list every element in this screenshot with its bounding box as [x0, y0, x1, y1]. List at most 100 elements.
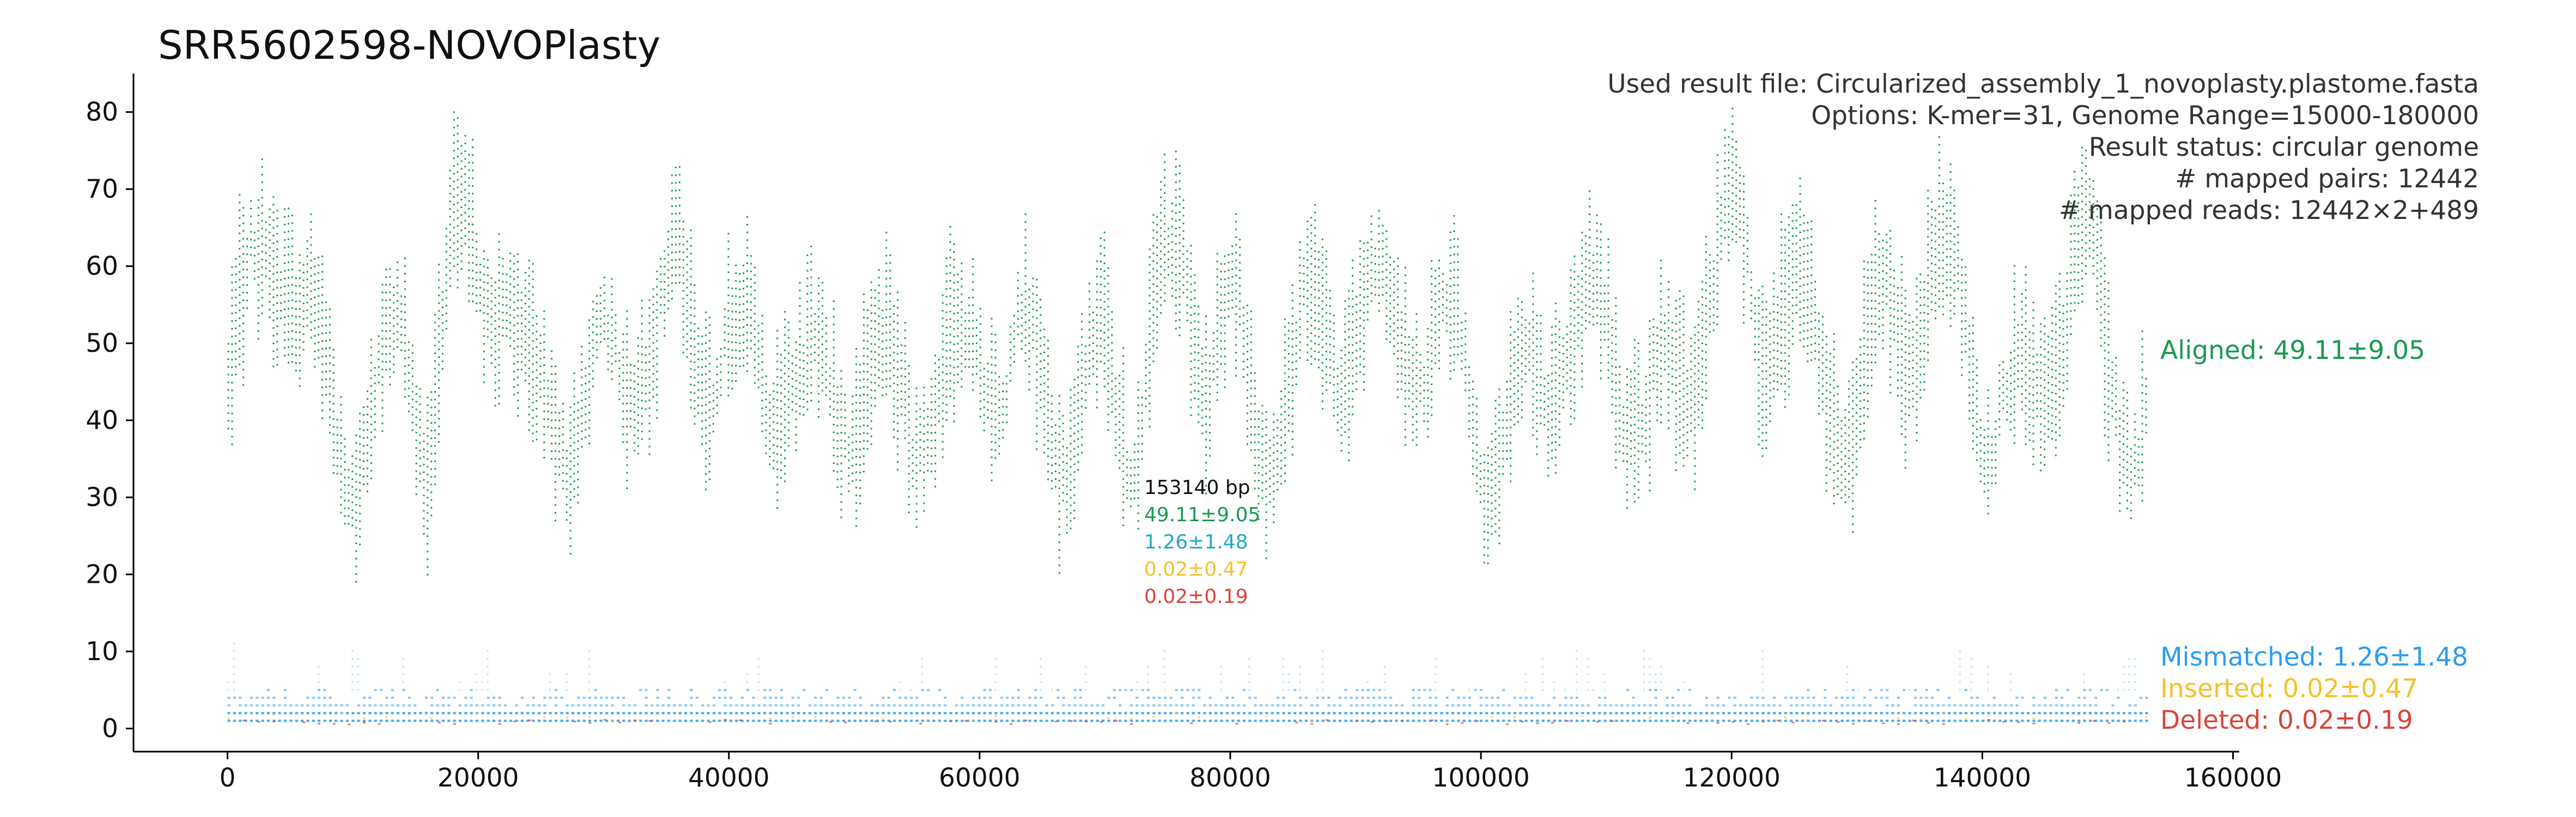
aligned-point: [1356, 303, 1358, 306]
aligned-point: [934, 485, 937, 487]
aligned-point: [1194, 289, 1196, 291]
aligned-point: [569, 507, 572, 509]
aligned-point: [1216, 307, 1218, 309]
aligned-point: [1010, 357, 1012, 359]
aligned-point: [483, 381, 485, 383]
aligned-point: [979, 323, 981, 325]
aligned-point: [1073, 471, 1076, 473]
aligned-point: [810, 330, 812, 332]
aligned-point: [1047, 394, 1049, 396]
aligned-point: [626, 364, 628, 366]
aligned-point: [622, 418, 624, 420]
aligned-point: [976, 334, 977, 337]
aligned-point: [1017, 333, 1019, 336]
aligned-point: [870, 443, 872, 445]
aligned-point: [498, 333, 500, 336]
aligned-point: [1363, 365, 1365, 368]
aligned-point: [1370, 292, 1372, 295]
aligned-point: [359, 505, 361, 507]
aligned-point: [351, 455, 354, 457]
aligned-point: [1438, 337, 1440, 339]
aligned-point: [555, 396, 556, 398]
aligned-point: [645, 346, 647, 349]
aligned-point: [483, 250, 485, 252]
aligned-point: [1348, 398, 1350, 400]
aligned-point: [1073, 455, 1076, 458]
aligned-point: [577, 417, 579, 419]
aligned-point: [855, 471, 858, 473]
aligned-point: [1363, 304, 1365, 306]
aligned-point: [678, 204, 681, 206]
aligned-point: [400, 295, 403, 297]
aligned-point: [269, 239, 271, 241]
aligned-point: [885, 347, 888, 349]
aligned-point: [1340, 373, 1342, 375]
aligned-point: [415, 485, 417, 487]
aligned-point: [1103, 231, 1105, 234]
aligned-point: [1085, 368, 1087, 370]
aligned-point: [430, 460, 433, 462]
aligned-point: [581, 384, 583, 386]
aligned-point: [1382, 248, 1384, 250]
aligned-point: [1277, 450, 1279, 452]
aligned-point: [585, 390, 587, 392]
aligned-point: [1028, 381, 1030, 383]
aligned-point: [543, 372, 545, 374]
aligned-point: [329, 393, 331, 395]
aligned-point: [1366, 280, 1369, 282]
aligned-point: [445, 320, 447, 322]
aligned-point: [1010, 341, 1012, 343]
aligned-point: [678, 228, 681, 230]
aligned-point: [569, 445, 572, 447]
aligned-point: [1216, 368, 1218, 370]
aligned-point: [652, 350, 654, 352]
aligned-point: [941, 340, 944, 343]
aligned-point: [814, 336, 816, 338]
aligned-point: [1077, 345, 1079, 347]
aligned-point: [1070, 435, 1072, 437]
aligned-point: [648, 392, 651, 394]
aligned-point: [1453, 361, 1455, 363]
aligned-point: [1363, 312, 1365, 314]
aligned-point: [1160, 220, 1162, 222]
aligned-point: [708, 424, 710, 426]
aligned-point: [498, 387, 500, 389]
aligned-point: [769, 463, 771, 465]
aligned-point: [581, 399, 583, 401]
aligned-point: [855, 425, 858, 427]
aligned-point: [483, 358, 485, 360]
aligned-point: [355, 465, 357, 467]
aligned-point: [941, 333, 944, 335]
aligned-point: [840, 370, 842, 372]
aligned-point: [690, 298, 692, 301]
aligned-point: [321, 271, 324, 273]
aligned-point: [1427, 328, 1429, 330]
aligned-point: [370, 470, 372, 472]
aligned-point: [1269, 501, 1271, 503]
aligned-point: [1408, 374, 1410, 376]
aligned-point: [1427, 374, 1429, 376]
aligned-point: [866, 386, 868, 388]
aligned-point: [528, 429, 530, 431]
aligned-point: [340, 481, 342, 483]
aligned-point: [840, 431, 842, 434]
aligned-point: [784, 480, 786, 483]
aligned-point: [1235, 328, 1237, 331]
aligned-point: [1156, 270, 1158, 272]
aligned-point: [979, 400, 981, 403]
aligned-point: [991, 371, 993, 374]
aligned-point: [381, 330, 384, 332]
aligned-point: [1246, 420, 1248, 422]
aligned-point: [667, 284, 670, 286]
aligned-point: [1348, 290, 1350, 292]
aligned-point: [897, 422, 899, 424]
aligned-point: [1013, 353, 1016, 355]
aligned-point: [941, 371, 944, 374]
aligned-point: [1356, 319, 1358, 321]
aligned-point: [731, 333, 733, 336]
aligned-point: [1352, 282, 1354, 284]
aligned-point: [1058, 518, 1060, 520]
aligned-point: [370, 431, 372, 434]
aligned-point: [513, 386, 515, 388]
aligned-point: [727, 264, 730, 266]
